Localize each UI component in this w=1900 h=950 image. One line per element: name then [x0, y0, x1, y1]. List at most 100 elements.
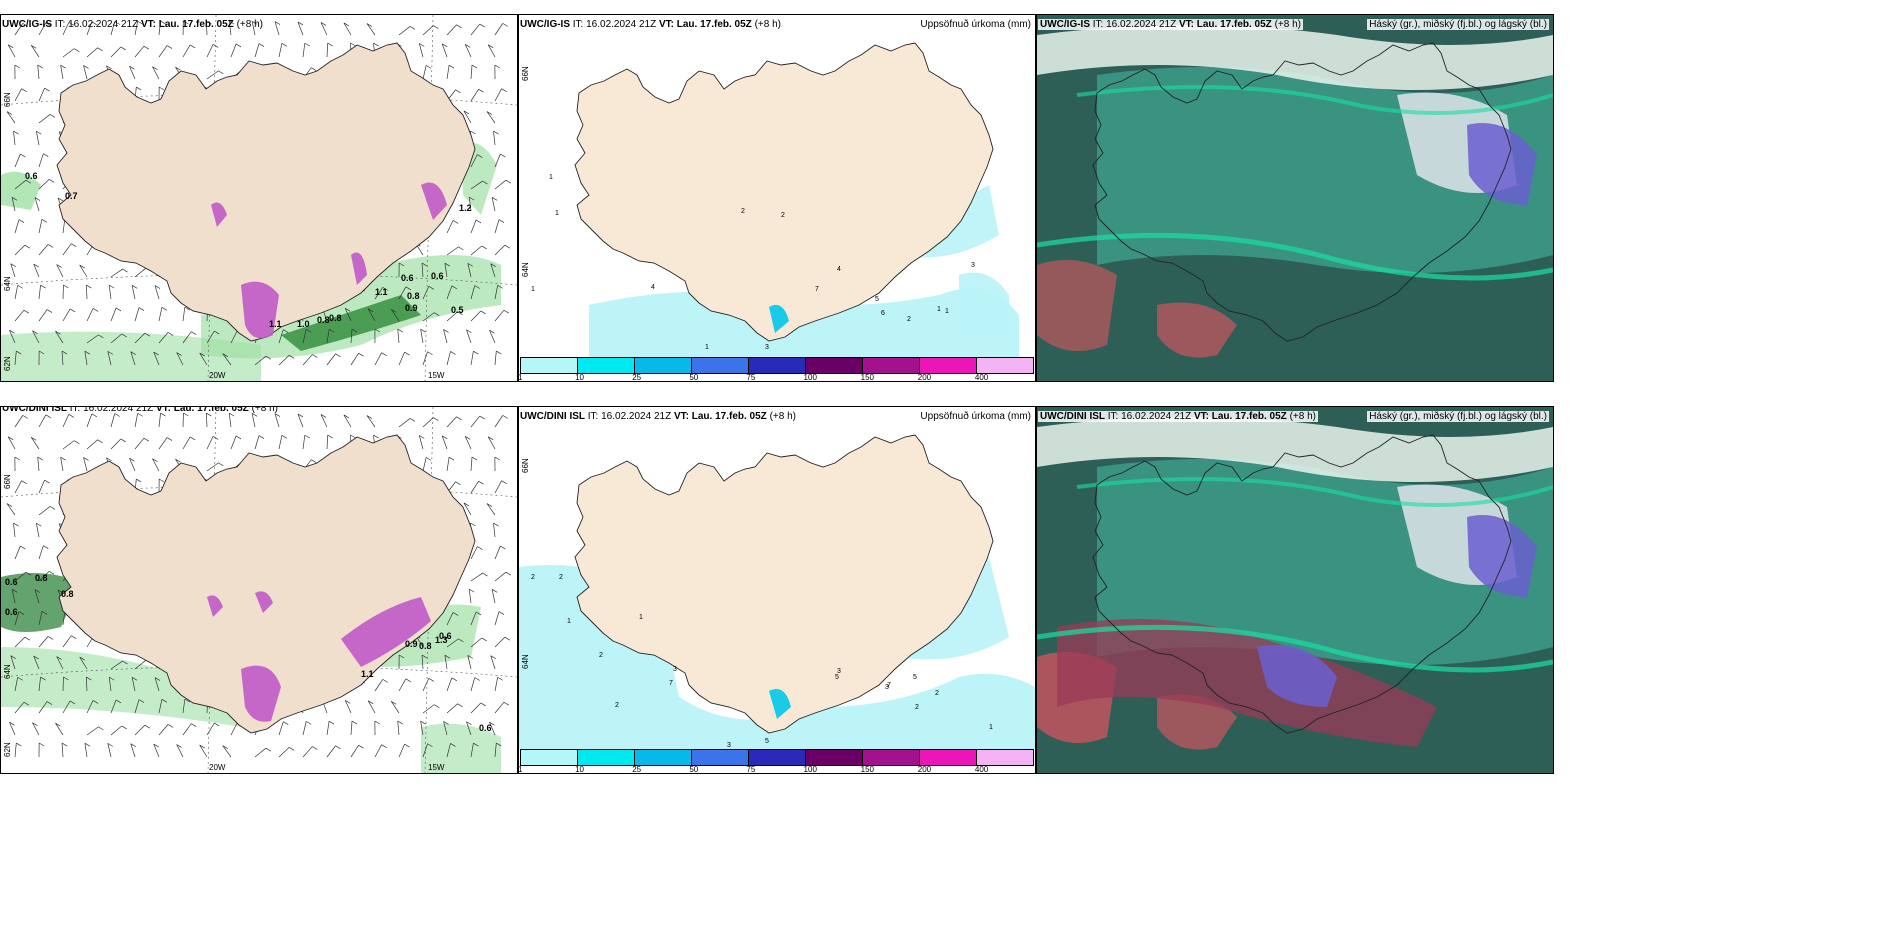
wind-value-label: 0.8	[407, 291, 420, 301]
wind-barb-flag	[274, 21, 281, 25]
wind-barb-flag	[167, 332, 174, 336]
wind-barb	[14, 179, 27, 190]
wind-barb	[446, 677, 453, 692]
wind-barb-flag	[251, 21, 258, 25]
wind-barb-flag	[489, 329, 495, 334]
wind-barb-flag	[7, 436, 14, 441]
wind-barb	[251, 21, 256, 36]
wind-barb	[158, 699, 163, 714]
lat-label: 66N	[521, 66, 530, 81]
wind-barb-flag	[428, 677, 435, 682]
wind-barb-flag	[503, 309, 510, 314]
wind-barb-flag	[107, 351, 113, 355]
wind-barb-flag	[479, 415, 485, 420]
wind-barb	[350, 745, 359, 758]
wind-barb	[422, 65, 427, 80]
mid-cloud-area	[1257, 645, 1337, 707]
wind-barb	[422, 457, 427, 472]
wind-barb	[158, 437, 168, 450]
wind-barb	[14, 743, 17, 758]
colorbar-swatch	[521, 358, 578, 373]
wind-barb	[182, 723, 192, 736]
wind-barb-flag	[458, 638, 464, 643]
longitude-line	[207, 407, 217, 773]
wind-barb-flag	[497, 676, 503, 681]
wind-barb-flag	[464, 43, 471, 48]
wind-barb	[350, 329, 353, 344]
colorbar-swatch	[692, 358, 749, 373]
wind-barb	[326, 329, 330, 344]
wind-barb-flag	[469, 588, 475, 593]
lon-label: 20W	[209, 763, 226, 772]
wind-barb-flag	[427, 351, 433, 356]
wind-barb	[176, 744, 184, 758]
wind-barb-flag	[86, 284, 92, 289]
wind-barb-flag	[469, 196, 475, 201]
wind-barb-flag	[397, 328, 403, 333]
wind-barb	[494, 244, 506, 256]
lat-label: 64N	[521, 262, 530, 277]
wind-barb-flag	[199, 744, 205, 749]
wind-barb-flag	[153, 743, 159, 748]
wind-barb-flag	[463, 110, 470, 115]
wind-barb	[470, 546, 478, 560]
colorbar-tick-label: 1	[518, 765, 523, 774]
lat-label: 66N	[3, 92, 12, 107]
colorbar-tick-label: 10	[575, 765, 585, 774]
coastline	[56, 42, 476, 342]
wind-barb-flag	[373, 42, 379, 47]
wind-barb-flag	[214, 330, 220, 335]
wind-barb-flag	[161, 699, 168, 703]
coastline	[1092, 42, 1512, 342]
wind-barb	[13, 131, 16, 146]
wind-barb	[463, 110, 472, 124]
lat-label: 64N	[3, 276, 12, 291]
wind-barb	[494, 88, 502, 102]
wind-barb-flag	[97, 47, 103, 52]
wind-barb	[131, 677, 136, 692]
map-cloud-igis	[1037, 15, 1553, 381]
wind-barb	[14, 571, 27, 582]
wind-barb-flag	[328, 720, 335, 725]
wind-barb	[494, 285, 498, 300]
wind-barb	[85, 676, 88, 692]
wind-barb-flag	[92, 308, 99, 312]
wind-barb	[9, 330, 16, 344]
wind-barb	[86, 439, 98, 450]
wind-barb-flag	[175, 458, 181, 463]
wind-barb-flag	[421, 654, 428, 659]
wind-barb	[158, 332, 169, 344]
wind-barb	[230, 435, 237, 450]
wind-barb-flag	[404, 743, 410, 748]
colorbar-swatch	[806, 750, 863, 765]
wind-barb-flag	[122, 660, 128, 665]
wind-barb-flag	[451, 285, 457, 290]
wind-barb	[422, 25, 434, 36]
wind-barb	[443, 329, 448, 344]
wind-barb-flag	[451, 677, 457, 682]
wind-barb-flag	[288, 355, 295, 359]
wind-barb-flag	[433, 417, 439, 421]
wind-barb-flag	[79, 264, 85, 269]
wind-barb	[489, 722, 496, 736]
wind-barb	[418, 435, 424, 450]
precip-value-label: 2	[935, 690, 939, 697]
wind-barb-flag	[189, 436, 196, 441]
wind-barb	[134, 413, 138, 428]
wind-barb	[441, 435, 448, 450]
wind-barb-flag	[500, 153, 506, 158]
wind-barb-flag	[23, 309, 30, 314]
wind-barb	[10, 655, 16, 670]
wind-barb-flag	[419, 43, 425, 47]
wind-barb-flag	[265, 747, 272, 752]
wind-barb	[302, 746, 313, 758]
wind-barb	[85, 284, 88, 300]
wind-barb	[487, 44, 496, 58]
wind-barb-flag	[106, 457, 112, 462]
wind-barb-flag	[491, 589, 498, 593]
wind-barb-flag	[91, 413, 97, 418]
wind-barb	[110, 660, 123, 670]
wind-barb-flag	[120, 438, 126, 443]
wind-barb	[33, 655, 40, 670]
wind-barb-flag	[442, 435, 448, 440]
